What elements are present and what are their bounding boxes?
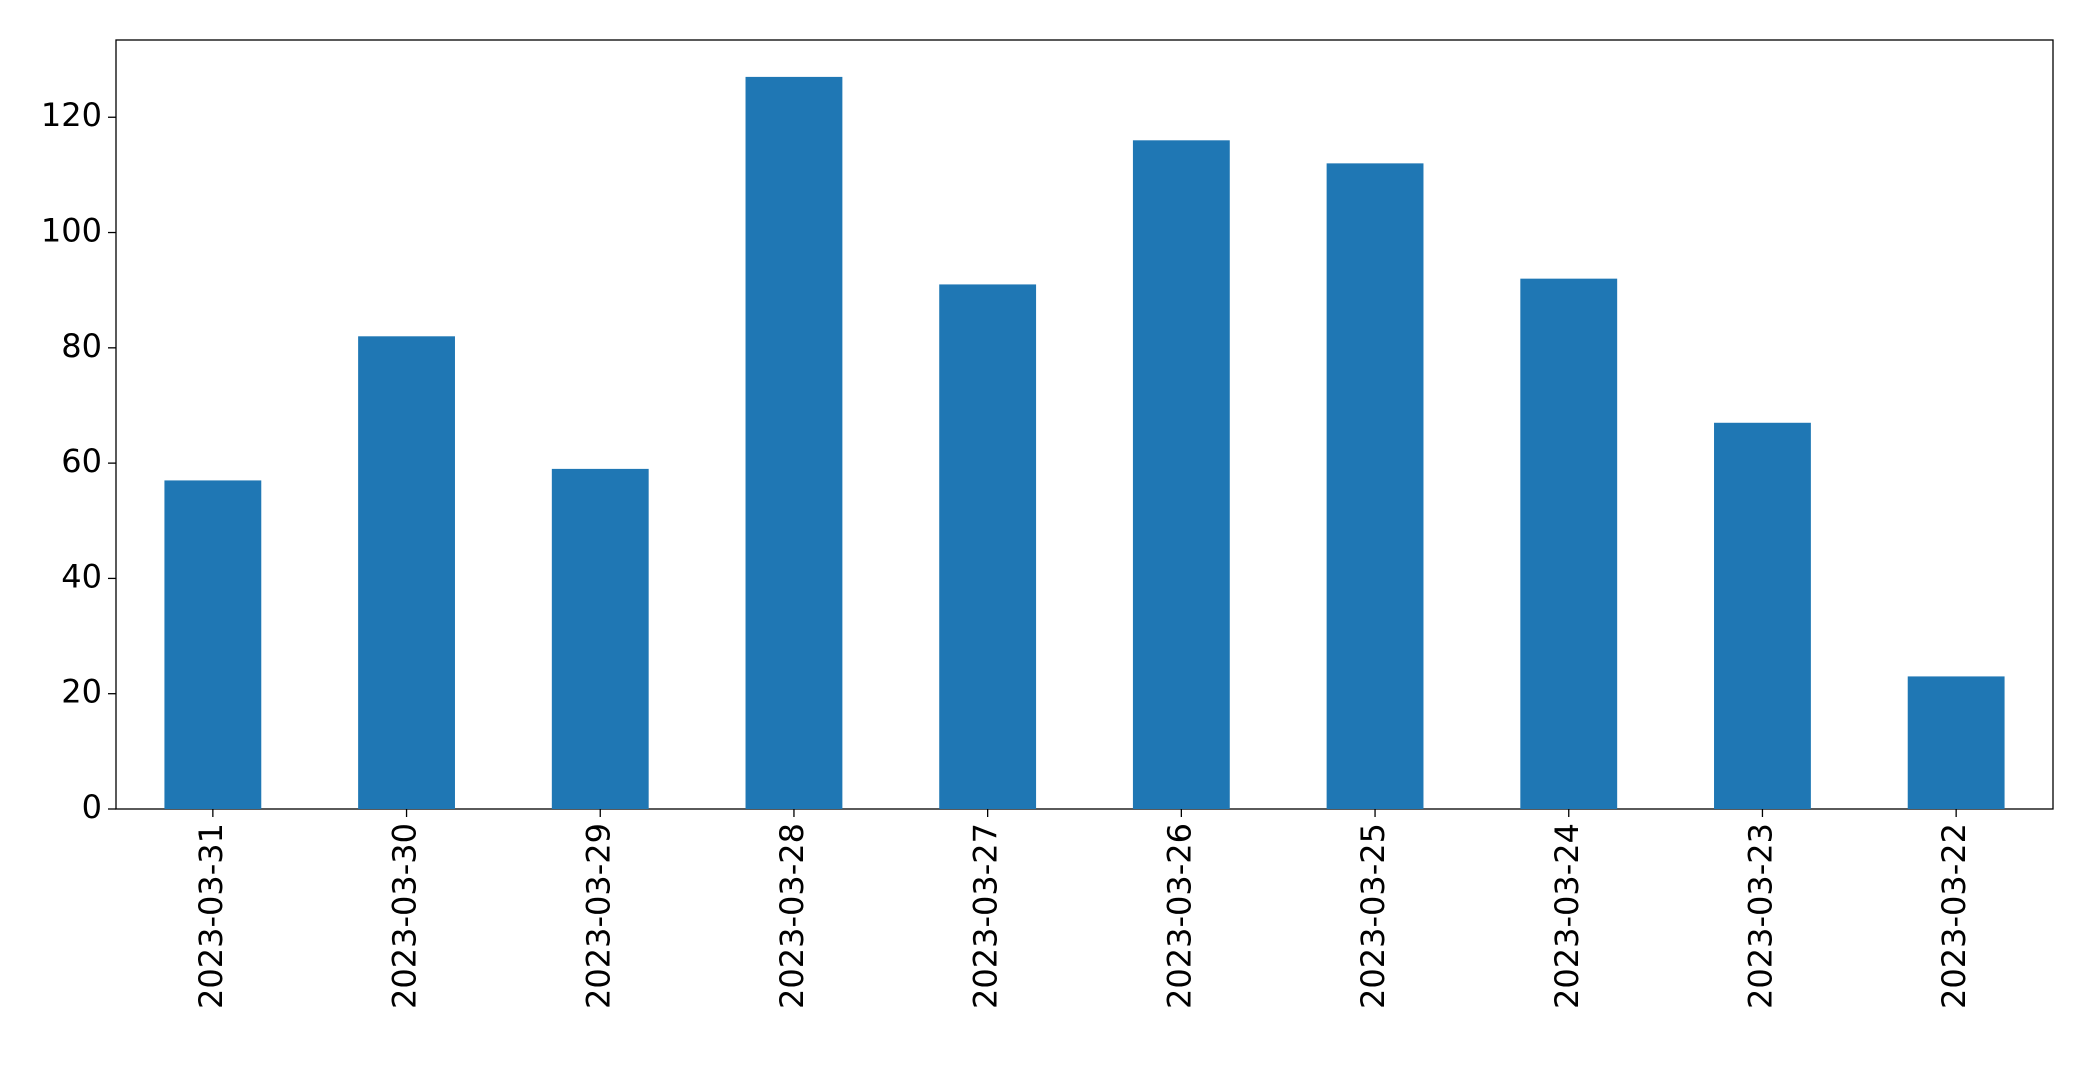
bar [1520,278,1618,810]
bar [1714,422,1811,809]
x-tick-label: 2023-03-30 [386,823,424,1009]
y-tick-label: 100 [41,212,102,250]
bar [939,284,1037,809]
y-tick-label: 120 [41,96,102,134]
bar [358,336,455,809]
x-tick-label: 2023-03-22 [1935,823,1973,1009]
x-tick-label: 2023-03-28 [773,823,811,1009]
x-tick-label: 2023-03-25 [1354,823,1392,1009]
x-tick-label: 2023-03-31 [192,823,230,1009]
y-tick-label: 20 [61,673,102,711]
x-tick-label: 2023-03-29 [579,823,617,1009]
bar [551,468,649,809]
bar [1907,676,2005,809]
y-tick-label: 80 [61,327,102,365]
x-tick-label: 2023-03-23 [1741,823,1779,1009]
x-tick-label: 2023-03-27 [967,823,1005,1009]
bar [1132,140,1230,810]
plot-frame [115,39,2054,810]
y-tick-label: 60 [61,442,102,480]
x-tick-label: 2023-03-26 [1160,823,1198,1009]
bar [1326,163,1424,810]
y-tick-label: 0 [82,788,102,826]
x-tick-label: 2023-03-24 [1548,823,1586,1009]
bar [745,76,843,809]
bar [164,480,262,809]
y-tick-label: 40 [61,557,102,595]
